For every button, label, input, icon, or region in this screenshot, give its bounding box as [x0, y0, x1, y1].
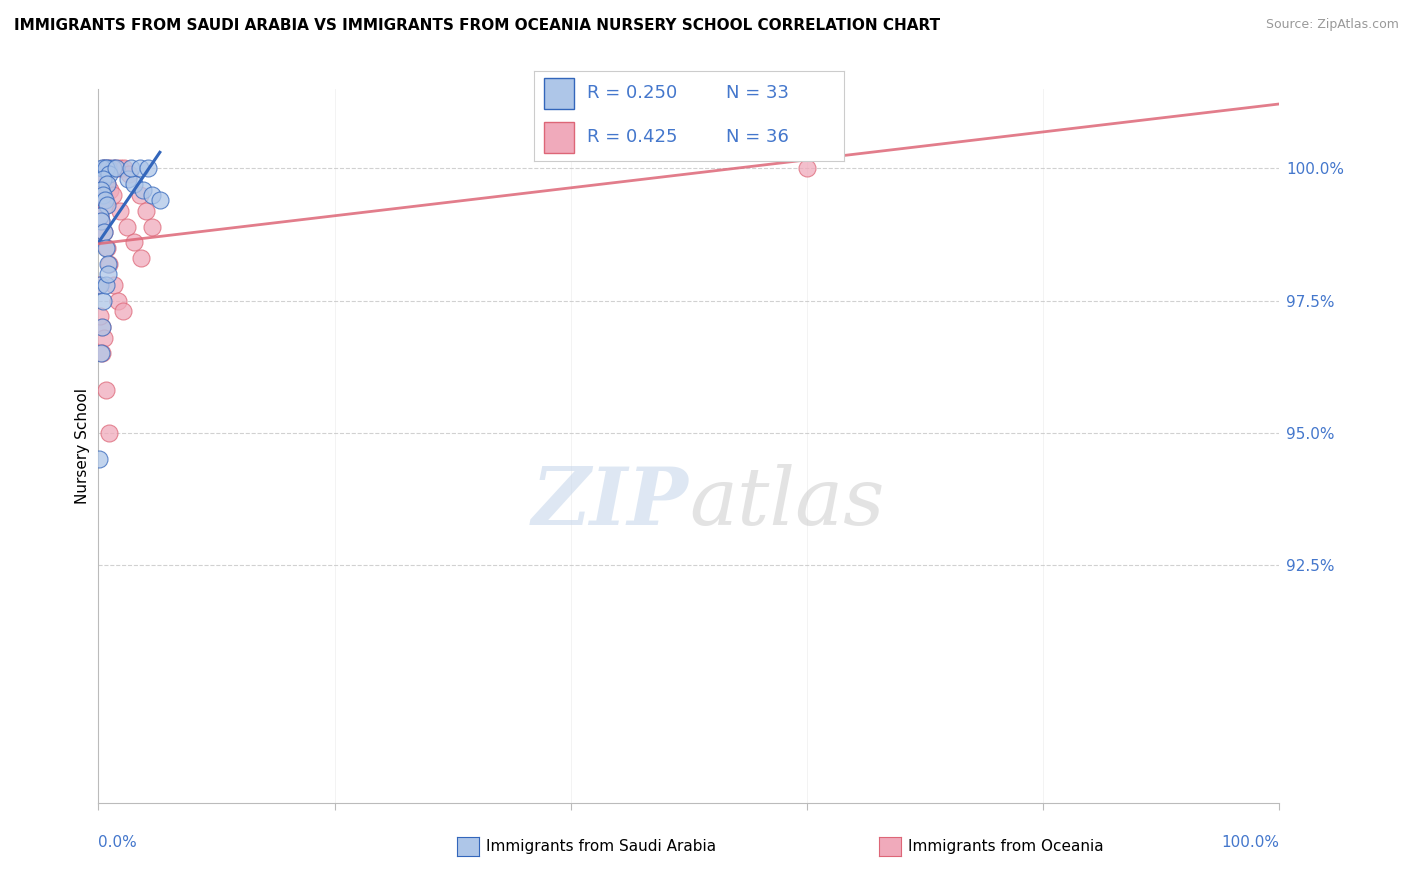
Point	[94, 277, 117, 292]
Point	[91, 320, 114, 334]
Point	[141, 219, 163, 234]
Point	[91, 293, 114, 308]
Text: Immigrants from Saudi Arabia: Immigrants from Saudi Arabia	[486, 839, 717, 854]
Point	[98, 167, 121, 181]
Text: N = 33: N = 33	[725, 84, 789, 102]
Point	[91, 193, 114, 207]
Point	[796, 161, 818, 176]
Point	[91, 346, 114, 360]
Point	[128, 161, 150, 176]
Text: IMMIGRANTS FROM SAUDI ARABIA VS IMMIGRANTS FROM OCEANIA NURSERY SCHOOL CORRELATI: IMMIGRANTS FROM SAUDI ARABIA VS IMMIGRAN…	[14, 18, 941, 33]
Point	[90, 346, 112, 360]
Point	[98, 425, 121, 440]
Point	[94, 198, 117, 212]
Point	[108, 161, 131, 176]
Point	[105, 161, 128, 176]
Point	[89, 277, 111, 292]
Text: atlas: atlas	[689, 465, 884, 541]
Point	[93, 161, 115, 176]
Point	[93, 331, 115, 345]
Point	[89, 310, 111, 324]
Y-axis label: Nursery School: Nursery School	[75, 388, 90, 504]
Text: N = 36: N = 36	[725, 128, 789, 146]
Point	[89, 209, 111, 223]
Point	[98, 161, 121, 176]
Point	[136, 161, 159, 176]
Point	[87, 277, 110, 292]
Point	[121, 161, 143, 176]
Point	[107, 293, 129, 308]
Point	[91, 161, 114, 176]
Point	[135, 203, 157, 218]
Point	[141, 188, 163, 202]
Point	[117, 172, 139, 186]
Point	[129, 252, 152, 266]
Text: Source: ZipAtlas.com: Source: ZipAtlas.com	[1265, 18, 1399, 31]
Point	[87, 452, 110, 467]
Point	[94, 161, 117, 176]
Point	[90, 214, 112, 228]
Point	[93, 161, 115, 176]
FancyBboxPatch shape	[544, 122, 575, 153]
Text: 100.0%: 100.0%	[1222, 836, 1279, 850]
Point	[96, 178, 118, 192]
Point	[112, 304, 135, 318]
Point	[97, 161, 120, 176]
Point	[91, 320, 114, 334]
Point	[97, 267, 120, 281]
Text: R = 0.250: R = 0.250	[586, 84, 678, 102]
Point	[90, 188, 112, 202]
Point	[98, 183, 121, 197]
Point	[93, 225, 115, 239]
Point	[112, 161, 135, 176]
Text: R = 0.425: R = 0.425	[586, 128, 678, 146]
Point	[115, 219, 138, 234]
Point	[96, 241, 118, 255]
Point	[96, 178, 118, 192]
Point	[128, 188, 150, 202]
Point	[122, 235, 145, 250]
Point	[118, 167, 141, 181]
Point	[94, 384, 117, 398]
Text: 0.0%: 0.0%	[98, 836, 138, 850]
Point	[104, 161, 127, 176]
Point	[132, 183, 155, 197]
Point	[97, 257, 120, 271]
Point	[94, 241, 117, 255]
Point	[108, 203, 131, 218]
Point	[149, 193, 172, 207]
Point	[91, 188, 114, 202]
Text: ZIP: ZIP	[531, 465, 689, 541]
Point	[101, 188, 124, 202]
Point	[103, 277, 125, 292]
Point	[101, 161, 124, 176]
Point	[90, 183, 112, 197]
Point	[98, 257, 121, 271]
Point	[90, 214, 112, 228]
Text: Immigrants from Oceania: Immigrants from Oceania	[908, 839, 1104, 854]
Point	[122, 178, 145, 192]
Point	[96, 198, 118, 212]
Point	[89, 209, 111, 223]
Point	[94, 193, 117, 207]
Point	[91, 172, 114, 186]
Point	[93, 225, 115, 239]
Point	[91, 172, 114, 186]
FancyBboxPatch shape	[544, 78, 575, 109]
